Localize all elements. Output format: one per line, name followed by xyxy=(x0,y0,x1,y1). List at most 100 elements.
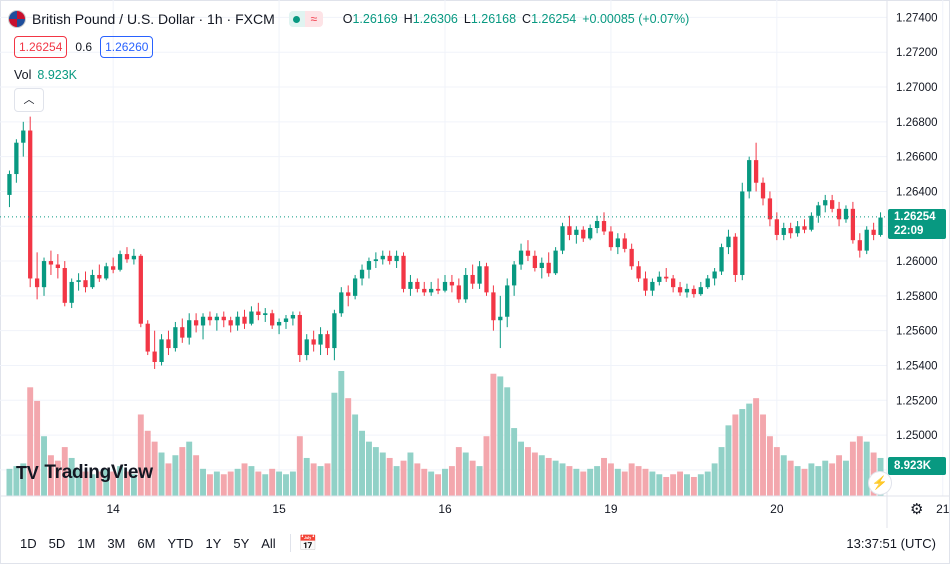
y-tick-label: 1.27400 xyxy=(896,12,938,24)
candle-body xyxy=(712,271,717,279)
volume-bar xyxy=(642,468,649,496)
candle-body xyxy=(214,316,220,321)
candle-body xyxy=(684,288,690,293)
volume-bar xyxy=(421,468,428,496)
volume-bar xyxy=(428,471,435,496)
ohlc-readout: O1.26169 H1.26306 L1.26168 C1.26254 +0.0… xyxy=(343,12,690,26)
range-button-1m[interactable]: 1M xyxy=(77,535,96,551)
candle-body xyxy=(560,226,565,251)
candle-body xyxy=(871,229,876,235)
y-tick-label: 1.27200 xyxy=(896,47,938,59)
buy-button[interactable]: 1.26260 xyxy=(100,36,154,58)
candle-body xyxy=(97,274,102,279)
ohlc-open: O1.26169 xyxy=(342,12,398,26)
volume-bar xyxy=(158,452,165,496)
collapse-legend-button[interactable]: ︿ xyxy=(14,88,44,112)
candle-body xyxy=(518,250,524,265)
tv-icon-button[interactable]: ⚡ xyxy=(868,471,892,495)
candle-body xyxy=(622,238,627,249)
candle-body xyxy=(498,316,503,321)
volume-bar xyxy=(213,471,220,496)
volume-bar xyxy=(559,463,566,496)
volume-value: 8.923K xyxy=(37,68,78,82)
volume-bar xyxy=(863,441,870,496)
range-button-3m[interactable]: 3M xyxy=(107,535,126,551)
volume-bar xyxy=(739,409,746,496)
live-dot-icon xyxy=(288,11,305,27)
volume-bar xyxy=(269,468,276,496)
volume-bar xyxy=(407,452,414,496)
candle-body xyxy=(553,250,558,274)
candle-body xyxy=(415,281,420,289)
symbol-title[interactable]: British Pound / U.S. Dollar · 1h · FXCM xyxy=(32,11,275,27)
volume-bar xyxy=(379,452,386,496)
range-button-5y[interactable]: 5Y xyxy=(233,535,250,551)
volume-bar xyxy=(448,466,455,496)
range-button-all[interactable]: All xyxy=(261,535,276,551)
volume-bar xyxy=(649,471,656,496)
range-buttons: 1D 5D 1M 3M 6M YTD 1Y 5Y All xyxy=(14,536,282,551)
candle-body xyxy=(21,130,26,143)
candle-body xyxy=(449,281,455,286)
candle-body xyxy=(567,226,572,235)
candle-body xyxy=(394,255,399,262)
volume-bar xyxy=(393,466,400,496)
candle-body xyxy=(864,229,869,251)
candle-body xyxy=(242,316,247,324)
candle-body xyxy=(311,339,316,345)
volume-bar xyxy=(317,466,324,496)
volume-bar xyxy=(283,474,289,496)
candle-body xyxy=(124,254,130,260)
volume-bars xyxy=(6,371,884,496)
candle-body xyxy=(657,276,662,282)
range-button-6m[interactable]: 6M xyxy=(137,535,156,551)
ohlc-high: H1.26306 xyxy=(403,12,458,26)
candle-body xyxy=(525,250,531,256)
volume-bar xyxy=(352,414,359,496)
range-button-1y[interactable]: 1Y xyxy=(205,535,222,551)
gear-icon[interactable]: ⚙ xyxy=(910,501,924,518)
range-button-5d[interactable]: 5D xyxy=(48,535,66,551)
market-status[interactable]: ≈ xyxy=(288,11,323,27)
candle-body xyxy=(753,160,759,183)
volume-bar xyxy=(41,436,47,496)
volume-bar xyxy=(511,428,518,496)
candle-body xyxy=(408,281,413,289)
candle-body xyxy=(422,288,427,293)
candle-body xyxy=(615,238,620,248)
range-button-ytd[interactable]: YTD xyxy=(167,535,194,551)
calendar-goto-icon[interactable]: 📅 xyxy=(298,535,318,552)
volume-bar xyxy=(684,474,690,496)
candle-body xyxy=(850,208,856,241)
candle-body xyxy=(588,227,593,239)
sell-button[interactable]: 1.26254 xyxy=(14,36,68,58)
x-tick-label: 15 xyxy=(272,502,286,516)
candle-body xyxy=(69,281,74,303)
y-tick-label: 1.26000 xyxy=(896,256,938,268)
volume-bar xyxy=(587,468,594,496)
volume-bar xyxy=(82,471,89,496)
clock[interactable]: 13:37:51 (UTC) xyxy=(846,535,936,551)
candle-body xyxy=(767,198,773,220)
candle-body xyxy=(836,208,842,220)
volume-bar xyxy=(200,468,206,496)
candle-body xyxy=(830,200,835,209)
candles xyxy=(7,116,883,369)
volume-bar xyxy=(400,460,407,496)
volume-bar xyxy=(760,414,766,496)
volume-bar xyxy=(725,425,732,496)
y-tick-label: 1.26800 xyxy=(896,117,938,129)
volume-bar xyxy=(607,463,614,496)
volume-bar xyxy=(96,471,103,496)
wave-icon: ≈ xyxy=(304,11,323,27)
volume-bar xyxy=(68,457,75,496)
volume-bar xyxy=(663,476,670,496)
volume-bar xyxy=(186,441,193,496)
x-tick-label: 21 xyxy=(936,502,950,516)
tradingview-logo[interactable]: TV TradingView xyxy=(16,462,153,484)
range-button-1d[interactable]: 1D xyxy=(20,535,37,551)
volume-bar xyxy=(303,457,310,496)
volume-bar xyxy=(815,466,822,496)
candle-body xyxy=(719,247,724,272)
